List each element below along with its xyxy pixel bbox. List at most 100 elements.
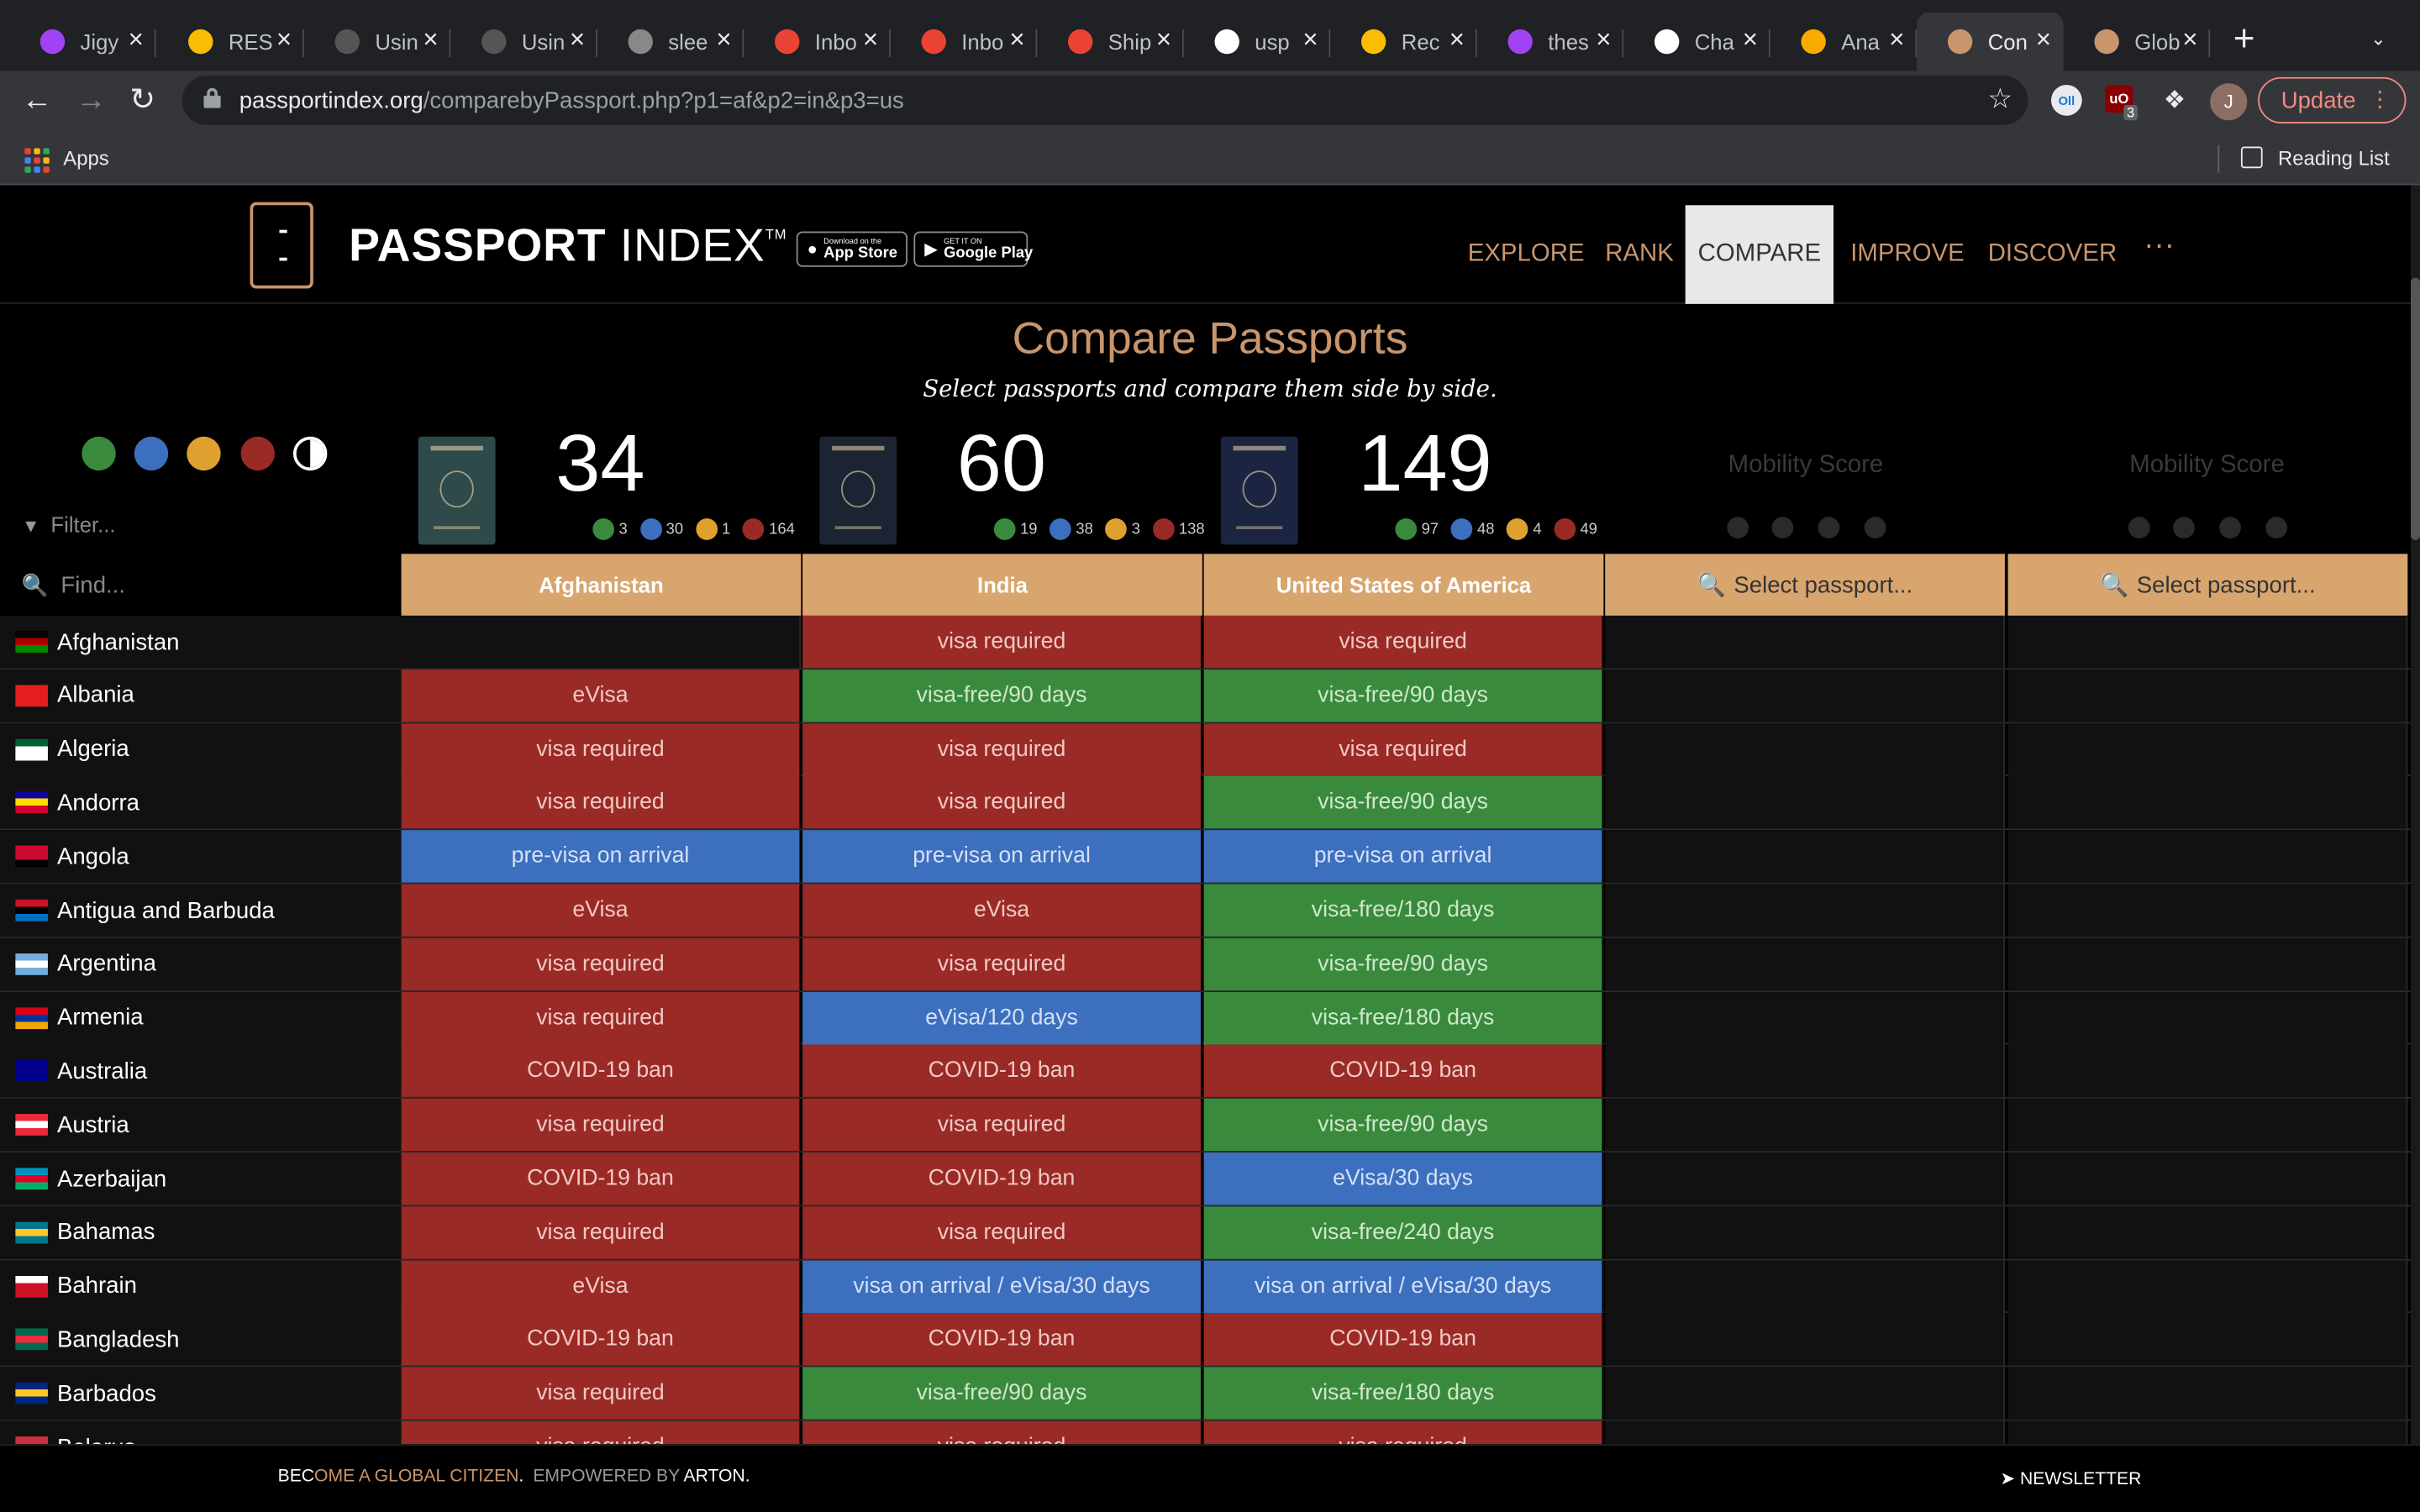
select-passport-button-4[interactable]: 🔍 Select passport... (1605, 554, 2005, 616)
tab-separator (1035, 29, 1038, 57)
close-tab-icon[interactable]: × (128, 24, 144, 55)
column-header-india[interactable]: India (802, 554, 1202, 616)
browser-tab[interactable]: Inbo × (744, 13, 891, 71)
contrast-toggle-icon[interactable] (292, 436, 328, 471)
country-name-cell[interactable]: Belarus (0, 1420, 402, 1446)
eta-filter-dot[interactable] (187, 436, 221, 471)
tab-separator (1622, 29, 1624, 57)
filter-input[interactable]: ▼ Filter... (21, 512, 116, 538)
close-tab-icon[interactable]: × (423, 24, 439, 55)
country-name-cell[interactable]: Austria (0, 1099, 402, 1152)
browser-tab[interactable]: usp × (1184, 13, 1331, 71)
kebab-menu-icon[interactable]: ⋮ (2369, 86, 2391, 112)
country-name-cell[interactable]: Angola (0, 830, 402, 883)
apps-grid-icon[interactable] (24, 148, 50, 173)
address-bar[interactable]: passportindex.org/comparebyPassport.php?… (182, 75, 2028, 125)
passport-cover-image[interactable] (1220, 436, 1298, 545)
app-store-badge[interactable]: ● Download on the App Store (796, 231, 908, 267)
browser-tab[interactable]: Con × (1917, 12, 2064, 71)
forward-arrow-icon[interactable]: → (75, 83, 107, 118)
find-country-input[interactable]: 🔍 Find... (0, 554, 402, 616)
reload-icon[interactable]: ↻ (129, 83, 156, 118)
browser-tab[interactable]: Usin × (304, 13, 451, 71)
country-name-cell[interactable]: Bahrain (0, 1259, 402, 1313)
browser-tab[interactable]: Ship × (1037, 13, 1184, 71)
close-tab-icon[interactable]: × (569, 24, 586, 55)
close-tab-icon[interactable]: × (1742, 24, 1759, 55)
bookmark-star-icon[interactable]: ☆ (1987, 83, 2013, 114)
select-passport-button-5[interactable]: 🔍 Select passport... (2007, 554, 2408, 616)
passport-cover-image[interactable] (819, 436, 897, 545)
extensions-puzzle-icon[interactable]: ❖ (2163, 87, 2186, 114)
visa-on-arrival-filter-dot[interactable] (134, 436, 169, 471)
passport-cover-image[interactable] (418, 436, 496, 545)
back-arrow-icon[interactable]: ← (21, 83, 53, 118)
nav-improve[interactable]: IMPROVE (1850, 240, 1965, 267)
country-name-cell[interactable]: Afghanistan (0, 615, 402, 669)
country-name-cell[interactable]: Bahamas (0, 1205, 402, 1259)
close-tab-icon[interactable]: × (1596, 24, 1612, 55)
nav-discover[interactable]: DISCOVER (1987, 240, 2118, 267)
tab-search-chevron-icon[interactable]: ⌄ (2370, 28, 2386, 50)
apps-bookmark[interactable]: Apps (63, 146, 109, 171)
browser-tab[interactable]: Inbo × (891, 13, 1038, 71)
count-value: 4 (1533, 520, 1542, 538)
country-name-cell[interactable]: Australia (0, 1045, 402, 1098)
update-button[interactable]: Update ⋮ (2258, 76, 2407, 123)
close-tab-icon[interactable]: × (862, 24, 879, 55)
close-tab-icon[interactable]: × (716, 24, 732, 55)
nav-rank[interactable]: RANK (1605, 240, 1674, 267)
profile-avatar[interactable]: J (2210, 83, 2248, 121)
reading-list-icon[interactable] (2240, 146, 2263, 169)
browser-tab[interactable]: thes × (1477, 13, 1624, 71)
close-tab-icon[interactable]: × (276, 24, 292, 55)
browser-tab[interactable]: Rec × (1330, 13, 1477, 71)
browser-tab[interactable]: Usin × (450, 13, 597, 71)
browser-tab[interactable]: Jigy × (9, 13, 156, 71)
country-name-cell[interactable]: Argentina (0, 937, 402, 990)
close-tab-icon[interactable]: × (1889, 24, 1905, 55)
close-tab-icon[interactable]: × (1009, 24, 1025, 55)
country-name-cell[interactable]: Algeria (0, 722, 402, 776)
ublock-origin-icon[interactable]: uO (2105, 85, 2133, 113)
country-name-cell[interactable]: Albania (0, 669, 402, 722)
new-tab-button[interactable]: + (2233, 18, 2255, 60)
close-tab-icon[interactable]: × (2182, 24, 2198, 55)
country-name-cell[interactable]: Antigua and Barbuda (0, 884, 402, 937)
country-name-cell[interactable]: Azerbaijan (0, 1152, 402, 1205)
extension-otter-icon[interactable]: Oll (2051, 85, 2082, 116)
tab-separator (888, 29, 891, 57)
nav-explore[interactable]: EXPLORE (1467, 240, 1585, 267)
page-scrollbar[interactable] (2410, 185, 2420, 1445)
reading-list-button[interactable]: Reading List (2278, 146, 2390, 171)
count-value: 164 (769, 520, 795, 538)
tab-separator (154, 29, 156, 57)
country-name-cell[interactable]: Armenia (0, 991, 402, 1044)
browser-tab[interactable]: Cha × (1623, 13, 1770, 71)
empty-column-cell (1605, 830, 2005, 883)
close-tab-icon[interactable]: × (2035, 24, 2052, 55)
column-header-afghanistan[interactable]: Afghanistan (401, 554, 802, 616)
passport-logo-icon[interactable] (250, 202, 313, 289)
more-menu-icon[interactable]: ··· (2144, 227, 2175, 262)
site-logo[interactable]: PASSPORT INDEXTM (349, 220, 787, 272)
google-play-badge[interactable]: ▶ GET IT ON Google Play (913, 231, 1033, 267)
nav-compare[interactable]: COMPARE (1685, 205, 1834, 304)
browser-tab[interactable]: Glob × (2064, 13, 2211, 71)
country-name-cell[interactable]: Andorra (0, 776, 402, 830)
gmail-icon (921, 29, 946, 55)
newsletter-link[interactable]: ➤ NEWSLETTER (2000, 1470, 2142, 1489)
browser-tab[interactable]: RESI × (157, 13, 304, 71)
visa-required-filter-dot[interactable] (240, 436, 275, 471)
close-tab-icon[interactable]: × (1155, 24, 1172, 55)
page-scrollbar-thumb[interactable] (2410, 277, 2420, 540)
browser-tab[interactable]: Ana × (1770, 13, 1918, 71)
close-tab-icon[interactable]: × (1302, 24, 1318, 55)
url-text: passportindex.org/comparebyPassport.php?… (239, 87, 904, 114)
visa-free-filter-dot[interactable] (82, 436, 116, 471)
country-name-cell[interactable]: Bangladesh (0, 1313, 402, 1367)
browser-tab[interactable]: slee × (597, 13, 744, 71)
country-name-cell[interactable]: Barbados (0, 1367, 402, 1420)
close-tab-icon[interactable]: × (1449, 24, 1465, 55)
column-header-usa[interactable]: United States of America (1203, 554, 1604, 616)
